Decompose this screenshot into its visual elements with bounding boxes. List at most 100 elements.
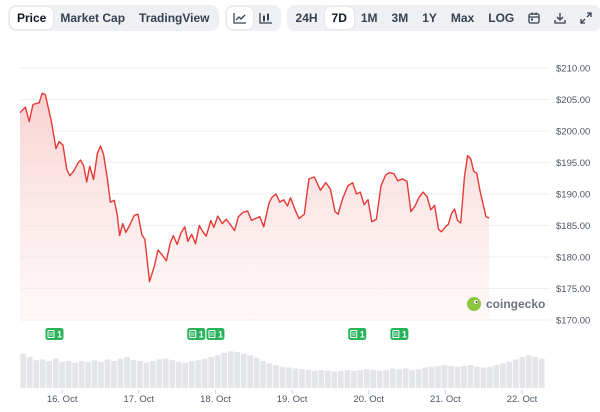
volume-bar	[383, 370, 390, 388]
volume-bars	[20, 351, 545, 388]
range-max[interactable]: Max	[450, 11, 475, 25]
volume-bar	[137, 361, 143, 388]
range-3m[interactable]: 3M	[391, 11, 409, 25]
volume-bar	[538, 358, 545, 388]
volume-bar	[292, 368, 299, 388]
range-7d[interactable]: 7D	[324, 7, 354, 29]
volume-bar	[98, 361, 104, 388]
volume-bar	[91, 360, 98, 388]
volume-bar	[143, 362, 150, 388]
volume-bar	[376, 370, 383, 388]
volume-bar	[182, 362, 189, 388]
volume-bar	[227, 351, 234, 388]
volume-bar	[221, 352, 228, 388]
news-event-badge[interactable]: 1	[187, 328, 206, 340]
range-24h[interactable]: 24H	[295, 11, 318, 25]
volume-bar	[33, 360, 40, 388]
volume-bar	[117, 358, 124, 388]
volume-bar	[273, 365, 279, 388]
line-chart-icon[interactable]	[226, 7, 253, 29]
x-tick-label: 19. Oct	[277, 394, 308, 405]
volume-bar	[415, 369, 422, 388]
event-count: 1	[402, 330, 407, 340]
volume-bar	[519, 356, 526, 388]
volume-bar	[124, 356, 130, 388]
volume-bar	[525, 355, 532, 388]
tab-tradingview[interactable]: TradingView	[139, 11, 210, 25]
range-tab-group: 24H 7D 1M 3M 1Y Max LOG	[286, 5, 600, 31]
newspaper-icon	[189, 330, 197, 338]
range-log[interactable]: LOG	[488, 11, 515, 25]
volume-bar	[402, 368, 409, 388]
x-tick-label: 22. Oct	[507, 394, 538, 405]
volume-bar	[72, 362, 78, 388]
y-axis: $210.00 $205.00 $200.00 $195.00 $190.00 $185.…	[556, 64, 590, 327]
volume-bar	[111, 361, 117, 388]
volume-bar	[247, 355, 253, 388]
tab-market-cap[interactable]: Market Cap	[60, 11, 126, 25]
volume-bar	[500, 363, 506, 388]
volume-bar	[448, 365, 454, 388]
tab-price[interactable]: Price	[10, 7, 54, 29]
newspaper-icon	[208, 330, 216, 338]
chart-toolbar: Price Market Cap TradingView 24H 7D 1M 3…	[8, 5, 600, 31]
event-markers: 1 1 1 1 1	[45, 328, 409, 340]
volume-bar	[253, 357, 260, 388]
volume-bar	[59, 361, 65, 388]
y-tick-label: $180.00	[556, 253, 590, 264]
y-tick-label: $185.00	[556, 221, 590, 232]
newspaper-icon	[47, 330, 55, 338]
view-tab-group: Price Market Cap TradingView	[8, 5, 219, 31]
volume-bar	[467, 365, 474, 388]
calendar-icon[interactable]	[521, 7, 547, 29]
volume-bar	[305, 370, 312, 388]
volume-bar	[85, 361, 91, 388]
volume-bar	[26, 356, 33, 388]
y-tick-label: $200.00	[556, 127, 590, 138]
range-1m[interactable]: 1M	[360, 11, 378, 25]
y-tick-label: $170.00	[556, 316, 590, 327]
volume-bar	[195, 360, 202, 388]
volume-bar	[266, 363, 273, 388]
volume-bar	[169, 360, 176, 388]
download-icon[interactable]	[547, 7, 573, 29]
volume-bar	[39, 359, 46, 388]
newspaper-icon	[392, 330, 400, 338]
volume-bar	[162, 358, 169, 388]
volume-bar	[428, 366, 435, 388]
price-line[interactable]	[19, 92, 490, 283]
volume-bar	[104, 359, 111, 388]
volume-bar	[325, 370, 331, 388]
news-event-badge[interactable]: 1	[390, 328, 409, 340]
news-event-badge[interactable]: 1	[206, 328, 225, 340]
x-tick-label: 17. Oct	[123, 394, 154, 405]
volume-bar	[454, 366, 461, 388]
event-count: 1	[199, 330, 204, 340]
volume-bar	[422, 367, 428, 388]
volume-bar	[344, 370, 351, 388]
newspaper-icon	[350, 330, 358, 338]
x-tick-label: 16. Oct	[47, 394, 78, 405]
news-event-badge[interactable]: 1	[45, 328, 64, 340]
volume-bar	[260, 361, 266, 388]
volume-bar	[130, 360, 137, 388]
y-tick-label: $210.00	[556, 64, 590, 75]
volume-bar	[370, 370, 377, 388]
volume-bar	[461, 365, 467, 388]
event-count: 1	[57, 330, 62, 340]
volume-bar	[337, 370, 344, 388]
volume-bar	[331, 371, 338, 388]
volume-bar	[234, 352, 240, 388]
volume-bar	[350, 370, 357, 388]
news-event-badge[interactable]: 1	[348, 328, 367, 340]
volume-bar	[506, 361, 513, 388]
price-area-fill	[20, 93, 490, 320]
x-tick-label: 18. Oct	[200, 394, 231, 405]
candlestick-chart-icon[interactable]	[253, 7, 279, 29]
range-1y[interactable]: 1Y	[422, 11, 437, 25]
expand-icon[interactable]	[573, 7, 599, 29]
volume-bar	[201, 358, 208, 388]
volume-bar	[435, 365, 441, 388]
coingecko-logo-icon	[467, 297, 481, 311]
volume-bar	[188, 361, 195, 388]
